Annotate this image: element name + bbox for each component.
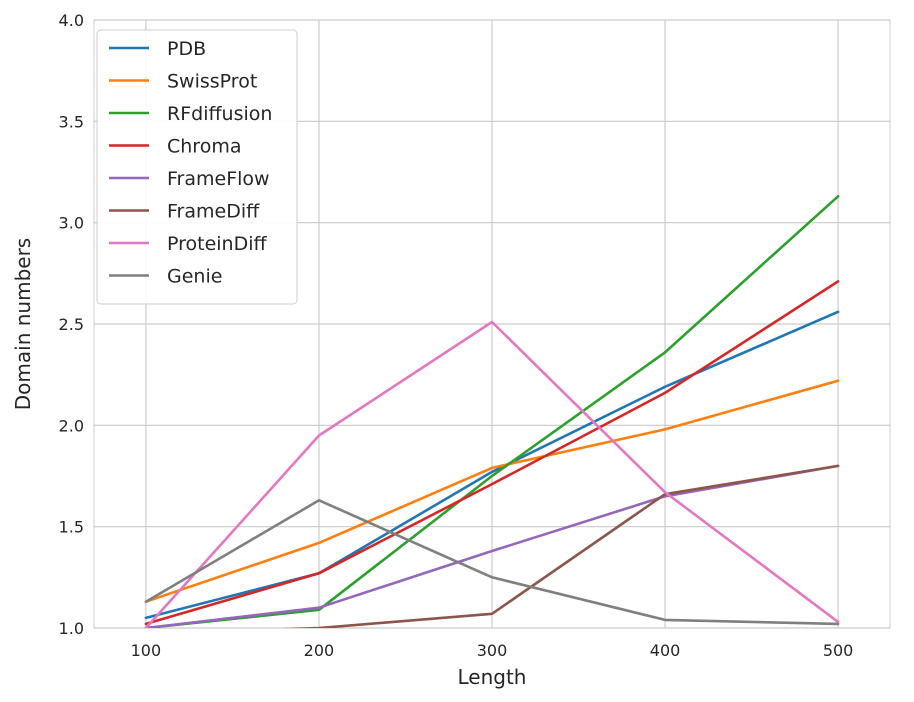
x-axis-label: Length <box>458 665 527 689</box>
y-ticks: 1.0 1.5 2.0 2.5 3.0 3.5 4.0 <box>59 11 84 638</box>
y-tick-label: 3.5 <box>59 112 84 131</box>
y-tick-label: 1.0 <box>59 619 84 638</box>
y-tick-label: 4.0 <box>59 11 84 30</box>
legend-label: FrameDiff <box>167 201 260 223</box>
series-line-swissprot <box>144 379 840 604</box>
x-ticks: 100 200 300 400 500 <box>131 641 854 660</box>
series-line-genie <box>144 498 840 626</box>
series-line-frameflow <box>144 464 840 628</box>
legend: PDB SwissProt RFdiffusion Chroma FrameFlow Fr… <box>96 29 298 305</box>
x-tick-label: 200 <box>304 641 335 660</box>
legend-label: RFdiffusion <box>167 103 272 125</box>
legend-label: ProteinDiff <box>167 233 268 255</box>
y-tick-label: 2.0 <box>59 416 84 435</box>
legend-label: FrameFlow <box>167 168 270 190</box>
legend-label: SwissProt <box>167 71 257 93</box>
series-lines <box>144 195 840 628</box>
x-tick-label: 400 <box>650 641 681 660</box>
y-tick-label: 1.5 <box>59 518 84 537</box>
x-tick-label: 500 <box>823 641 854 660</box>
legend-label: Chroma <box>167 136 241 158</box>
legend-label: PDB <box>167 38 206 60</box>
series-line-chroma <box>144 280 840 626</box>
series-line-rfdiffusion <box>144 195 840 628</box>
series-line-proteindiff <box>144 320 840 628</box>
series-line-framediff <box>282 464 840 628</box>
x-tick-label: 100 <box>131 641 162 660</box>
y-tick-label: 3.0 <box>59 214 84 233</box>
x-tick-label: 300 <box>477 641 508 660</box>
y-tick-label: 2.5 <box>59 315 84 334</box>
y-axis-label: Domain numbers <box>11 238 35 410</box>
legend-box <box>96 29 298 305</box>
series-line-pdb <box>144 310 840 620</box>
legend-label: Genie <box>167 266 222 288</box>
